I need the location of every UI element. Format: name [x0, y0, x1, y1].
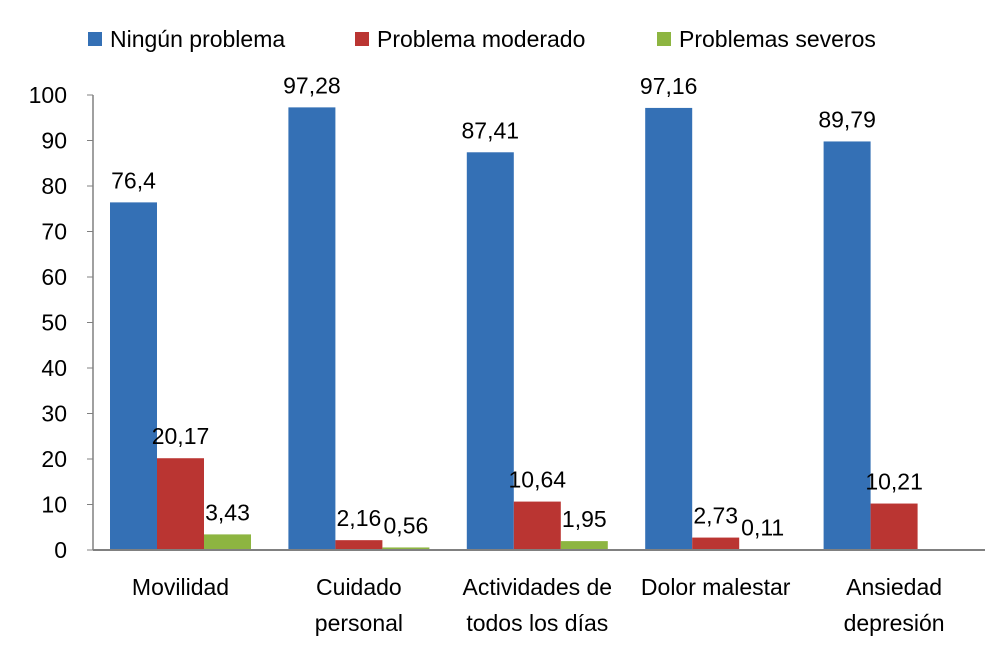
data-label: 97,16	[640, 73, 698, 99]
bar-1-5	[823, 141, 871, 550]
data-label: 2,16	[337, 505, 382, 531]
data-label: 20,17	[152, 423, 210, 449]
bar-3-1	[204, 534, 251, 550]
data-label: 87,41	[462, 117, 520, 143]
y-tick-label: 100	[29, 82, 67, 108]
y-tick-label: 50	[41, 310, 67, 336]
y-tick-label: 30	[41, 401, 67, 427]
data-label: 3,43	[205, 499, 250, 525]
bar-3-3	[560, 541, 608, 550]
y-tick-label: 0	[54, 537, 67, 563]
bar-3-2	[382, 547, 430, 550]
y-tick-label: 40	[41, 355, 67, 381]
legend-swatch	[88, 32, 102, 46]
bar-2-3	[513, 501, 561, 550]
bar-1-2	[288, 107, 336, 550]
legend-label: Ningún problema	[110, 26, 285, 52]
bar-2-5	[870, 503, 918, 550]
legend-swatch	[355, 32, 369, 46]
x-category-label: Actividades de	[463, 574, 613, 600]
y-tick-label: 90	[41, 128, 67, 154]
data-label: 2,73	[693, 503, 738, 529]
bar-1-3	[466, 152, 514, 551]
x-category-label: depresión	[844, 610, 945, 636]
y-tick-label: 60	[41, 264, 67, 290]
x-category-label: Dolor malestar	[641, 574, 791, 600]
data-label: 89,79	[818, 106, 876, 132]
data-label: 97,28	[283, 72, 341, 98]
bar-2-1	[157, 458, 204, 550]
bar-2-4	[692, 537, 740, 550]
bar-1-4	[645, 107, 693, 550]
legend-swatch	[657, 32, 671, 46]
x-category-label: todos los días	[466, 610, 608, 636]
data-label: 10,21	[865, 469, 923, 495]
x-category-label: Ansiedad	[846, 574, 942, 600]
data-label: 0,56	[384, 512, 429, 538]
bar-2-2	[335, 540, 383, 550]
y-tick-label: 80	[41, 173, 67, 199]
y-tick-label: 20	[41, 446, 67, 472]
x-category-label: Cuidado	[316, 574, 402, 600]
legend-label: Problema moderado	[377, 26, 585, 52]
x-category-label: personal	[315, 610, 403, 636]
legend-label: Problemas severos	[679, 26, 876, 52]
data-label: 1,95	[562, 506, 607, 532]
data-label: 10,64	[509, 467, 567, 493]
bar-1-1	[110, 202, 157, 550]
y-tick-label: 10	[41, 492, 67, 518]
data-label: 76,4	[111, 167, 156, 193]
y-tick-label: 70	[41, 219, 67, 245]
x-category-label: Movilidad	[132, 574, 229, 600]
data-label: 0,11	[741, 514, 784, 540]
